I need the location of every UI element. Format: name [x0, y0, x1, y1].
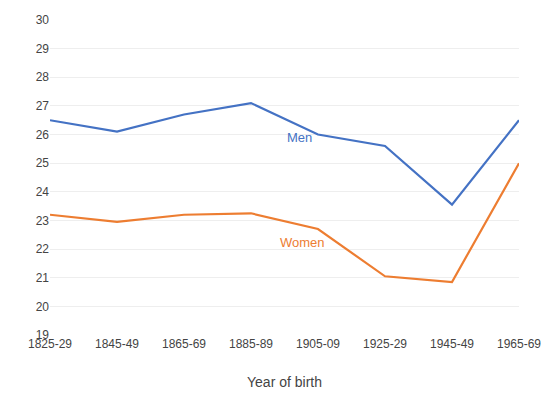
svg-text:1825-29: 1825-29	[28, 337, 72, 351]
svg-text:29: 29	[36, 42, 50, 56]
svg-text:20: 20	[36, 300, 50, 314]
svg-text:23: 23	[36, 214, 50, 228]
svg-text:19: 19	[36, 328, 50, 342]
svg-text:Men: Men	[287, 130, 312, 145]
svg-text:Year of birth: Year of birth	[247, 374, 322, 390]
svg-text:1905-09: 1905-09	[296, 337, 340, 351]
svg-text:Women: Women	[280, 235, 325, 250]
svg-text:27: 27	[36, 99, 50, 113]
svg-text:1885-89: 1885-89	[229, 337, 273, 351]
svg-text:24: 24	[36, 185, 50, 199]
svg-text:1845-49: 1845-49	[95, 337, 139, 351]
svg-text:30: 30	[36, 13, 50, 27]
svg-text:1865-69: 1865-69	[162, 337, 206, 351]
svg-text:22: 22	[36, 242, 50, 256]
svg-text:28: 28	[36, 70, 50, 84]
svg-text:1965-69: 1965-69	[497, 337, 541, 351]
svg-text:26: 26	[36, 128, 50, 142]
svg-text:1925-29: 1925-29	[363, 337, 407, 351]
svg-text:1945-49: 1945-49	[430, 337, 474, 351]
svg-text:25: 25	[36, 156, 50, 170]
svg-text:21: 21	[36, 271, 50, 285]
